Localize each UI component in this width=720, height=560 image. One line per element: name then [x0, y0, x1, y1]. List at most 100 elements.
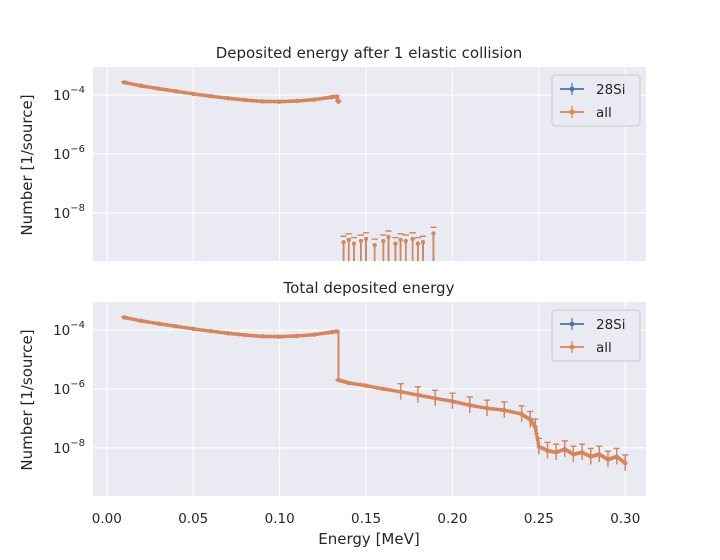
data-point: [177, 89, 181, 94]
data-point: [272, 334, 276, 339]
data-point: [159, 87, 164, 91]
data-point: [286, 99, 291, 104]
chart-top-title: Deposited energy after 1 elastic collisi…: [216, 44, 523, 62]
y-tick-label: 10−4: [53, 320, 85, 339]
data-point: [300, 98, 305, 103]
y-tick-label: 10−8: [53, 438, 85, 457]
data-point: [398, 389, 403, 394]
data-point: [297, 333, 302, 338]
data-point: [202, 93, 207, 98]
data-point: [208, 94, 213, 99]
data-point: [292, 99, 296, 103]
data-point: [191, 91, 196, 96]
data-point: [249, 333, 253, 338]
data-point: [410, 236, 415, 241]
data-point: [159, 322, 164, 326]
data-point: [424, 394, 429, 399]
data-point: [165, 88, 170, 92]
chart-top-legend: 28Si all: [551, 74, 641, 127]
data-point: [179, 325, 184, 329]
data-point: [142, 319, 147, 324]
data-point: [220, 330, 224, 335]
data-point: [378, 386, 383, 391]
data-point: [194, 327, 198, 332]
data-point: [578, 450, 583, 455]
data-point: [431, 231, 436, 236]
data-point: [130, 317, 135, 321]
x-tick-label: 0.05: [178, 511, 208, 527]
data-point: [544, 448, 548, 452]
data-point: [237, 97, 242, 102]
data-point: [272, 99, 276, 104]
data-point: [151, 85, 155, 90]
data-point: [185, 326, 190, 330]
legend-label: all: [596, 340, 612, 356]
data-point: [257, 99, 262, 103]
data-point: [535, 438, 540, 442]
data-point: [534, 428, 538, 433]
data-point: [404, 391, 409, 395]
data-point: [349, 381, 354, 386]
data-point: [246, 333, 250, 338]
data-point: [587, 454, 592, 458]
data-point: [372, 243, 377, 248]
data-point: [470, 403, 475, 408]
data-point: [205, 93, 210, 98]
data-point: [433, 396, 438, 401]
data-point: [479, 405, 484, 410]
data-point: [570, 451, 574, 456]
data-point: [381, 238, 386, 243]
data-point: [415, 392, 420, 398]
data-point: [217, 330, 221, 335]
data-point: [266, 99, 270, 104]
data-point: [214, 95, 219, 99]
data-point: [148, 85, 152, 90]
data-point: [459, 401, 463, 406]
data-point: [352, 382, 357, 386]
data-point: [502, 408, 507, 413]
data-point: [156, 321, 161, 326]
data-point: [465, 402, 469, 407]
data-point: [318, 97, 322, 101]
data-point: [156, 86, 161, 91]
x-tick-label: 0.10: [265, 511, 295, 527]
chart-bottom-ylabel: Number [1/source]: [18, 329, 36, 470]
data-point: [511, 410, 515, 414]
data-point: [202, 328, 207, 333]
data-point: [200, 328, 204, 332]
data-point: [334, 329, 338, 334]
data-point: [188, 326, 193, 331]
data-point: [622, 460, 626, 464]
y-tick-label: 10−4: [53, 85, 85, 104]
legend-marker: [569, 321, 575, 327]
data-point: [211, 329, 216, 334]
data-point: [499, 408, 504, 412]
data-point: [421, 394, 426, 398]
data-point: [182, 90, 187, 95]
data-point: [294, 98, 300, 104]
data-point: [251, 98, 256, 103]
data-point: [223, 96, 227, 100]
data-point: [240, 97, 244, 102]
data-point: [257, 334, 262, 338]
data-point: [535, 435, 539, 439]
data-point: [294, 333, 300, 339]
data-point: [370, 384, 374, 389]
data-point: [274, 99, 279, 104]
chart-bottom-title: Total deposited energy: [283, 279, 455, 297]
data-point: [263, 99, 268, 104]
data-point: [387, 388, 391, 392]
y-tick-label: 10−6: [53, 144, 85, 163]
data-point: [604, 456, 609, 461]
data-point: [536, 441, 541, 446]
data-point: [289, 334, 293, 338]
data-point: [292, 334, 296, 338]
data-point: [130, 82, 135, 86]
data-point: [473, 404, 478, 409]
data-point: [254, 99, 259, 103]
data-point: [526, 416, 531, 421]
data-point: [300, 333, 305, 338]
data-point: [179, 90, 184, 94]
data-point: [125, 316, 129, 320]
data-point: [364, 236, 369, 241]
